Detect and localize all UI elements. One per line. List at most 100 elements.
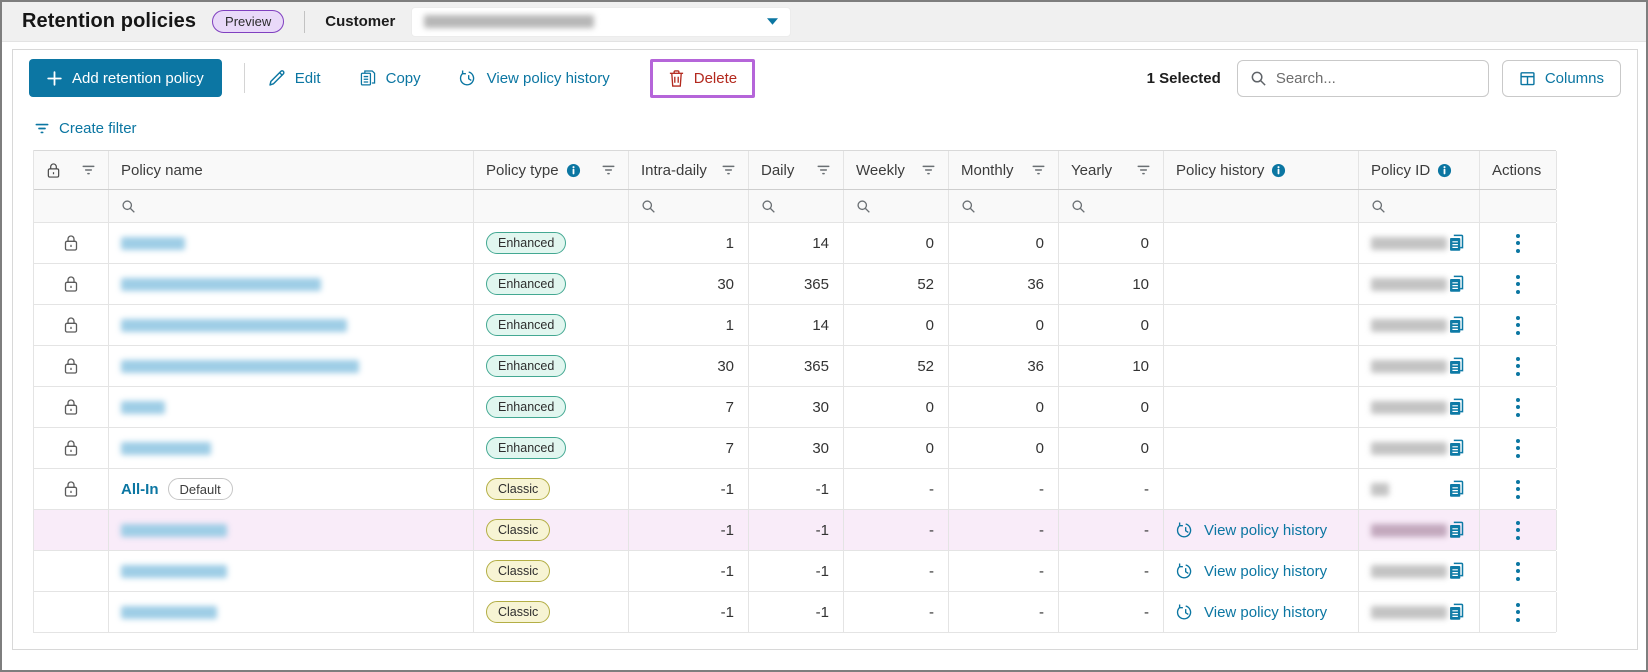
monthly-cell-value: 0	[1035, 439, 1044, 457]
weekly-cell-value: 0	[925, 316, 934, 334]
chevron-down-icon	[767, 18, 779, 25]
columns-button[interactable]: Columns	[1501, 59, 1621, 97]
policy-type-badge: Enhanced	[486, 437, 567, 459]
table-row[interactable]: All-In Default Classic -1 -1 - - -	[34, 469, 1557, 510]
intra-daily-cell-value: 1	[725, 316, 734, 334]
monthly-cell-value: -	[1039, 562, 1044, 580]
row-actions-kebab-icon[interactable]	[1512, 599, 1524, 626]
table-row[interactable]: Enhanced 30 365 52 36 10	[34, 264, 1557, 305]
policy-id-cell	[1359, 346, 1480, 386]
redacted-policy-name[interactable]	[121, 359, 359, 373]
redacted-policy-name[interactable]	[121, 236, 185, 250]
table-row[interactable]: Enhanced 1 14 0 0 0	[34, 223, 1557, 264]
redacted-policy-name[interactable]	[121, 564, 227, 578]
redacted-policy-name[interactable]	[121, 441, 211, 455]
column-search-icon[interactable]	[856, 199, 871, 214]
redacted-policy-name[interactable]	[121, 523, 227, 537]
copy-policy-id-icon[interactable]	[1447, 397, 1467, 417]
add-retention-policy-button[interactable]: Add retention policy	[29, 59, 222, 97]
column-search-icon[interactable]	[761, 199, 776, 214]
copy-policy-id-icon[interactable]	[1447, 520, 1467, 540]
info-icon[interactable]	[1271, 163, 1286, 178]
column-filter-icon[interactable]	[810, 163, 831, 177]
filter-cell-monthly[interactable]	[949, 190, 1059, 222]
lock-cell	[34, 305, 109, 345]
table-row[interactable]: Enhanced 7 30 0 0 0	[34, 428, 1557, 469]
copy-policy-id-icon[interactable]	[1447, 356, 1467, 376]
row-actions-kebab-icon[interactable]	[1512, 394, 1524, 421]
copy-policy-id-icon[interactable]	[1447, 274, 1467, 294]
copy-policy-id-icon[interactable]	[1447, 438, 1467, 458]
filter-cell-yearly[interactable]	[1059, 190, 1164, 222]
copy-policy-id-icon[interactable]	[1447, 233, 1467, 253]
filter-cell-daily[interactable]	[749, 190, 844, 222]
info-icon[interactable]	[1437, 163, 1452, 178]
column-search-icon[interactable]	[641, 199, 656, 214]
table-row[interactable]: Enhanced 7 30 0 0 0	[34, 387, 1557, 428]
row-actions-kebab-icon[interactable]	[1512, 353, 1524, 380]
policy-name-link[interactable]: All-In	[121, 480, 159, 498]
row-actions-kebab-icon[interactable]	[1512, 312, 1524, 339]
policy-name-cell	[109, 387, 474, 427]
row-actions-kebab-icon[interactable]	[1512, 558, 1524, 585]
copy-policy-id-icon[interactable]	[1447, 315, 1467, 335]
redacted-policy-name[interactable]	[121, 605, 217, 619]
redacted-policy-name[interactable]	[121, 400, 165, 414]
table-row[interactable]: Classic -1 -1 - - - View policy history	[34, 510, 1557, 551]
column-filter-icon[interactable]	[915, 163, 936, 177]
row-actions-kebab-icon[interactable]	[1512, 230, 1524, 257]
table-row[interactable]: Classic -1 -1 - - - View policy history	[34, 592, 1557, 633]
table-row[interactable]: Classic -1 -1 - - - View policy history	[34, 551, 1557, 592]
column-filter-icon[interactable]	[75, 163, 96, 177]
row-actions-kebab-icon[interactable]	[1512, 435, 1524, 462]
edit-button[interactable]: Edit	[267, 69, 321, 88]
copy-policy-id-icon[interactable]	[1447, 602, 1467, 622]
daily-cell-value: 14	[812, 234, 829, 252]
view-policy-history-link[interactable]: View policy history	[1176, 562, 1327, 581]
filter-cell-intra_daily[interactable]	[629, 190, 749, 222]
info-icon[interactable]	[566, 163, 581, 178]
row-actions-kebab-icon[interactable]	[1512, 271, 1524, 298]
create-filter-label: Create filter	[59, 119, 137, 137]
table-row[interactable]: Enhanced 30 365 52 36 10	[34, 346, 1557, 387]
customer-dropdown[interactable]	[411, 6, 792, 37]
view-policy-history-link[interactable]: View policy history	[1176, 603, 1327, 622]
lock-cell	[34, 510, 109, 550]
copy-button[interactable]: Copy	[359, 69, 421, 87]
copy-policy-id-icon[interactable]	[1447, 479, 1467, 499]
column-filter-icon[interactable]	[1130, 163, 1151, 177]
column-header-label: Monthly	[961, 161, 1014, 179]
view-policy-history-button[interactable]: View policy history	[459, 69, 610, 88]
actions-cell	[1480, 305, 1557, 345]
filter-cell-id[interactable]	[1359, 190, 1480, 222]
policy-name-cell	[109, 510, 474, 550]
view-policy-history-link[interactable]: View policy history	[1176, 521, 1327, 540]
search-input[interactable]	[1275, 69, 1456, 87]
create-filter-button[interactable]: Create filter	[34, 120, 137, 137]
policy-type-badge: Classic	[486, 478, 551, 500]
table-row[interactable]: Enhanced 1 14 0 0 0	[34, 305, 1557, 346]
filter-cell-weekly[interactable]	[844, 190, 949, 222]
redacted-policy-name[interactable]	[121, 277, 321, 291]
filter-cell-name[interactable]	[109, 190, 474, 222]
column-search-icon[interactable]	[1071, 199, 1086, 214]
delete-button[interactable]: Delete	[668, 69, 737, 88]
copy-policy-id-icon[interactable]	[1447, 561, 1467, 581]
redacted-policy-name[interactable]	[121, 318, 347, 332]
header-divider	[304, 10, 306, 33]
lock-icon	[63, 357, 79, 375]
column-search-icon[interactable]	[1371, 199, 1386, 214]
column-search-icon[interactable]	[121, 199, 136, 214]
delete-label: Delete	[693, 69, 738, 87]
actions-cell	[1480, 346, 1557, 386]
column-filter-icon[interactable]	[1025, 163, 1046, 177]
row-actions-kebab-icon[interactable]	[1512, 517, 1524, 544]
table-filter-row	[34, 190, 1557, 223]
header-cell-daily: Daily	[749, 151, 844, 189]
column-filter-icon[interactable]	[715, 163, 736, 177]
row-actions-kebab-icon[interactable]	[1512, 476, 1524, 503]
column-filter-icon[interactable]	[595, 163, 616, 177]
daily-cell: -1	[749, 510, 844, 550]
column-search-icon[interactable]	[961, 199, 976, 214]
delete-button-highlight: Delete	[649, 58, 756, 98]
